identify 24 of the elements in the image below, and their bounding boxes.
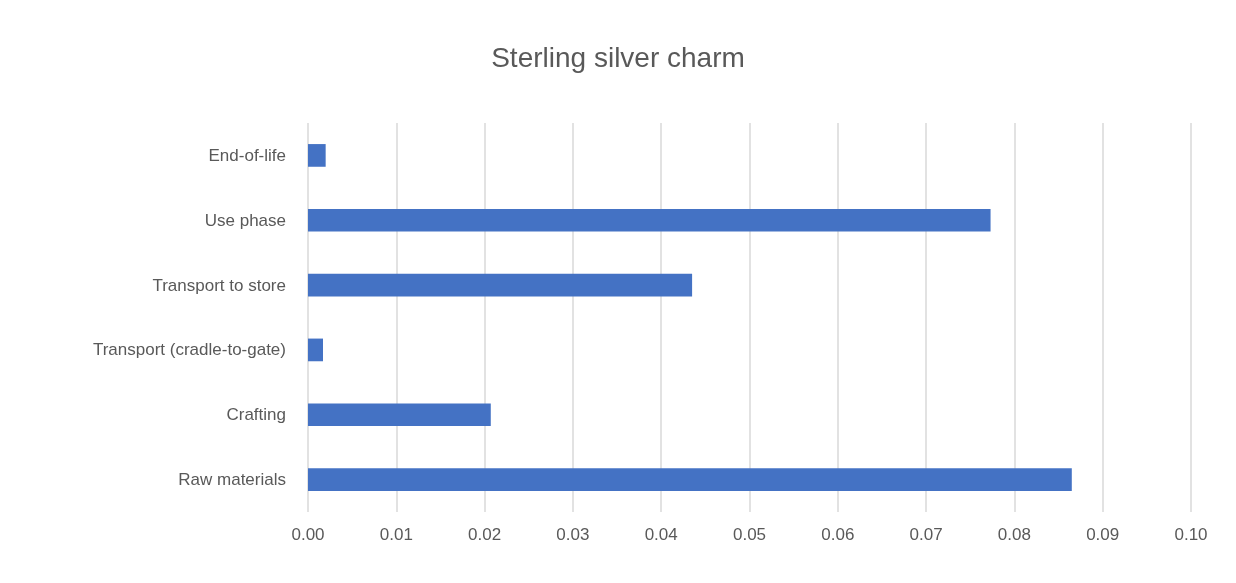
x-tick-label: 0.02 xyxy=(468,525,502,544)
x-tick-label: 0.08 xyxy=(997,525,1031,544)
bar xyxy=(308,208,991,232)
y-tick-label: Transport (cradle-to-gate) xyxy=(92,340,286,360)
y-tick-label: Raw materials xyxy=(178,470,286,490)
bar xyxy=(308,273,693,297)
x-tick-label: 0.07 xyxy=(909,525,943,544)
bar xyxy=(308,144,326,167)
y-tick-label: Transport to store xyxy=(152,275,286,295)
y-tick-label: Use phase xyxy=(204,210,286,230)
x-tick-label: 0.10 xyxy=(1174,525,1208,544)
y-tick-label: End-of-life xyxy=(208,145,286,165)
y-tick-label: Crafting xyxy=(226,405,286,425)
bar xyxy=(308,338,324,362)
x-tick-label: 0.04 xyxy=(644,525,678,544)
bar xyxy=(308,468,1072,491)
chart-title: Sterling silver charm xyxy=(491,41,745,73)
x-tick-label: 0.06 xyxy=(821,525,855,544)
x-tick-label: 0.00 xyxy=(291,525,325,544)
x-tick-label: 0.09 xyxy=(1086,525,1120,544)
bar xyxy=(308,403,491,427)
x-tick-label: 0.01 xyxy=(379,525,413,544)
x-tick-label: 0.05 xyxy=(732,525,767,544)
x-tick-label: 0.03 xyxy=(556,525,590,544)
